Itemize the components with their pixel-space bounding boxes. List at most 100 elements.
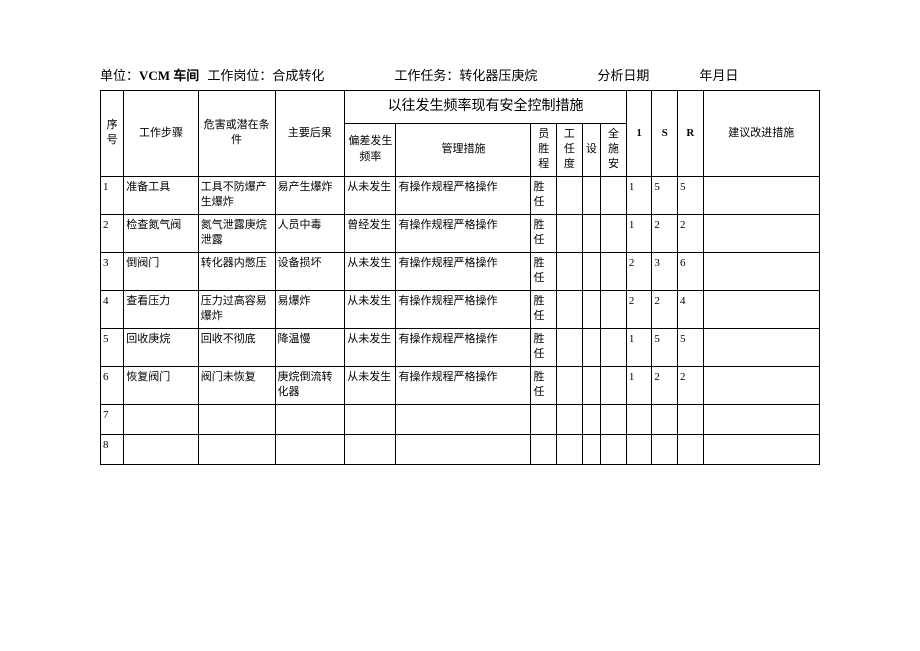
cell-r — [678, 404, 704, 434]
cell-cons: 易爆炸 — [275, 290, 345, 328]
cell-hazard: 转化器内憋压 — [198, 252, 275, 290]
cell-comp — [531, 404, 557, 434]
cell-eq — [582, 214, 601, 252]
cell-eq — [582, 404, 601, 434]
cell-c1: 1 — [626, 214, 652, 252]
cell-comp: 胜任 — [531, 366, 557, 404]
cell-freq: 从未发生 — [345, 366, 396, 404]
cell-freq: 从未发生 — [345, 290, 396, 328]
cell-wk — [557, 404, 583, 434]
cell-sf — [601, 290, 627, 328]
cell-step — [124, 434, 198, 464]
cell-sf — [601, 176, 627, 214]
cell-sugg — [703, 434, 819, 464]
col-seq: 序号 — [101, 91, 124, 177]
cell-wk — [557, 434, 583, 464]
cell-freq — [345, 404, 396, 434]
cell-step: 检查氮气阀 — [124, 214, 198, 252]
col-mgmt: 管理措施 — [396, 123, 531, 176]
task-label: 工作任务： — [394, 68, 459, 83]
cell-hazard — [198, 404, 275, 434]
cell-cons: 设备损坏 — [275, 252, 345, 290]
cell-comp: 胜任 — [531, 214, 557, 252]
cell-sf — [601, 434, 627, 464]
cell-sugg — [703, 252, 819, 290]
cell-hazard: 工具不防爆产生爆炸 — [198, 176, 275, 214]
cell-hazard — [198, 434, 275, 464]
col-suggestion: 建议改进措施 — [703, 91, 819, 177]
cell-mgmt: 有操作规程严格操作 — [396, 214, 531, 252]
cell-hazard: 氮气泄露庚烷泄露 — [198, 214, 275, 252]
cell-cons — [275, 404, 345, 434]
cell-step: 回收庚烷 — [124, 328, 198, 366]
cell-freq: 曾经发生 — [345, 214, 396, 252]
cell-freq: 从未发生 — [345, 252, 396, 290]
cell-c1: 2 — [626, 252, 652, 290]
cell-sugg — [703, 404, 819, 434]
date-label-block: 分析日期 — [597, 65, 649, 84]
cell-c1: 1 — [626, 176, 652, 214]
cell-seq: 4 — [101, 290, 124, 328]
header-line: 单位：VCM 车间 工作岗位：合成转化 工作任务：转化器压庚烷 分析日期 年月日 — [100, 65, 820, 84]
cell-eq — [582, 366, 601, 404]
cell-cons: 降温慢 — [275, 328, 345, 366]
cell-r — [678, 434, 704, 464]
cell-r: 2 — [678, 214, 704, 252]
cell-s: 3 — [652, 252, 678, 290]
cell-cons — [275, 434, 345, 464]
table-row: 6 恢复阀门 阀门未恢复 庚烷倒流转化器 从未发生 有操作规程严格操作 胜任 1… — [101, 366, 820, 404]
cell-seq: 2 — [101, 214, 124, 252]
cell-eq — [582, 290, 601, 328]
cell-sf — [601, 328, 627, 366]
cell-mgmt: 有操作规程严格操作 — [396, 366, 531, 404]
cell-s: 2 — [652, 366, 678, 404]
cell-s: 2 — [652, 290, 678, 328]
cell-c1: 1 — [626, 366, 652, 404]
cell-r: 5 — [678, 176, 704, 214]
cell-sf — [601, 404, 627, 434]
cell-freq — [345, 434, 396, 464]
cell-comp: 胜任 — [531, 328, 557, 366]
cell-seq: 8 — [101, 434, 124, 464]
cell-seq: 1 — [101, 176, 124, 214]
cell-seq: 6 — [101, 366, 124, 404]
cell-c1: 1 — [626, 328, 652, 366]
cell-hazard: 阀门未恢复 — [198, 366, 275, 404]
date-label: 分析日期 — [597, 68, 649, 83]
cell-mgmt: 有操作规程严格操作 — [396, 328, 531, 366]
cell-sf — [601, 366, 627, 404]
table-row: 1 准备工具 工具不防爆产生爆炸 易产生爆炸 从未发生 有操作规程严格操作 胜任… — [101, 176, 820, 214]
cell-step: 恢复阀门 — [124, 366, 198, 404]
task-value: 转化器压庚烷 — [459, 68, 537, 83]
cell-step: 倒阀门 — [124, 252, 198, 290]
cell-wk — [557, 176, 583, 214]
cell-s — [652, 434, 678, 464]
table-row: 8 — [101, 434, 820, 464]
header-row-1: 序号 工作步骤 危害或潜在条件 主要后果 以往发生频率现有安全控制措施 1 S … — [101, 91, 820, 124]
cell-r: 6 — [678, 252, 704, 290]
col-deviation-freq: 偏差发生频率 — [345, 123, 396, 176]
unit-block: 单位：VCM 车间 — [100, 65, 199, 84]
col-hazard: 危害或潜在条件 — [198, 91, 275, 177]
cell-r: 2 — [678, 366, 704, 404]
col-equip: 设 — [582, 123, 601, 176]
cell-mgmt — [396, 404, 531, 434]
col-merged-control: 以往发生频率现有安全控制措施 — [345, 91, 627, 124]
cell-cons: 人员中毒 — [275, 214, 345, 252]
cell-seq: 3 — [101, 252, 124, 290]
col-one: 1 — [626, 91, 652, 177]
col-consequence: 主要后果 — [275, 91, 345, 177]
cell-sugg — [703, 290, 819, 328]
unit-label: 单位： — [100, 68, 139, 83]
cell-r: 4 — [678, 290, 704, 328]
cell-mgmt: 有操作规程严格操作 — [396, 176, 531, 214]
col-step: 工作步骤 — [124, 91, 198, 177]
col-work-degree: 工任度 — [557, 123, 583, 176]
cell-cons: 庚烷倒流转化器 — [275, 366, 345, 404]
cell-s: 5 — [652, 176, 678, 214]
cell-r: 5 — [678, 328, 704, 366]
table-row: 4 查看压力 压力过高容易爆炸 易爆炸 从未发生 有操作规程严格操作 胜任 2 … — [101, 290, 820, 328]
cell-wk — [557, 252, 583, 290]
date-value-block: 年月日 — [699, 65, 738, 84]
cell-c1: 2 — [626, 290, 652, 328]
